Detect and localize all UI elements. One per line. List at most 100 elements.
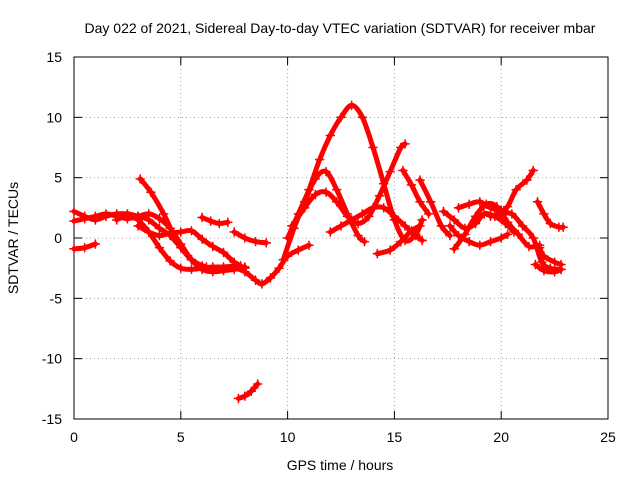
- data-point: [321, 166, 331, 177]
- data-point: [485, 236, 496, 247]
- x-tick-label: 10: [280, 429, 296, 445]
- series-line: [532, 262, 564, 275]
- data-point: [410, 230, 421, 241]
- x-tick-labels: 0 5 10 15 20 25: [70, 429, 616, 445]
- data-point: [250, 236, 261, 247]
- data-point: [398, 165, 408, 176]
- data-point: [396, 236, 406, 247]
- series-track-1: [69, 206, 314, 289]
- series-track-15: [398, 165, 434, 219]
- data-point: [154, 230, 165, 241]
- y-tick-label: -10: [42, 351, 62, 367]
- data-point: [197, 234, 207, 245]
- data-point: [342, 211, 353, 222]
- data-point: [299, 203, 310, 213]
- data-point: [532, 197, 543, 207]
- series-track-23: [530, 259, 566, 277]
- series-line: [400, 167, 432, 217]
- series-track-9: [233, 379, 263, 404]
- data-point: [556, 264, 566, 275]
- chart-title: Day 022 of 2021, Sidereal Day-to-day VTE…: [85, 20, 596, 36]
- data-point: [359, 236, 370, 247]
- data-point: [549, 257, 560, 267]
- series-group: [69, 100, 568, 404]
- data-point: [229, 257, 239, 267]
- x-tick-label: 25: [600, 429, 616, 445]
- data-point: [165, 256, 175, 266]
- y-tick-label: 15: [46, 49, 62, 65]
- data-point: [357, 209, 368, 219]
- y-tick-label: 5: [54, 170, 62, 186]
- data-point: [69, 244, 79, 254]
- x-tick-label: 20: [493, 429, 509, 445]
- data-point: [222, 217, 233, 228]
- series-line: [231, 229, 269, 246]
- y-tick-label: -5: [50, 290, 63, 306]
- y-tick-label: 10: [46, 109, 62, 125]
- data-point: [400, 221, 410, 231]
- data-point: [545, 218, 556, 229]
- y-tick-label: 0: [54, 230, 62, 246]
- series-line: [236, 381, 261, 401]
- data-point: [415, 175, 425, 185]
- data-point: [436, 221, 447, 231]
- data-point: [368, 203, 378, 213]
- data-point: [406, 180, 417, 190]
- data-point: [522, 175, 532, 185]
- data-point: [240, 263, 250, 273]
- data-point: [186, 225, 197, 236]
- data-point: [143, 227, 154, 237]
- data-point: [534, 242, 545, 253]
- data-point: [205, 216, 216, 226]
- data-point: [274, 263, 284, 273]
- data-point: [363, 211, 374, 222]
- data-point: [536, 257, 547, 267]
- series-track-24: [532, 197, 568, 232]
- data-point: [336, 112, 346, 123]
- data-point: [90, 211, 101, 222]
- data-point: [69, 216, 79, 226]
- data-point: [415, 221, 425, 231]
- data-point: [502, 229, 513, 240]
- data-point: [186, 254, 197, 265]
- data-point: [165, 228, 175, 238]
- data-point: [79, 213, 90, 224]
- y-tick-label: -15: [42, 411, 62, 427]
- data-point: [218, 247, 229, 258]
- data-point: [460, 229, 470, 240]
- data-point: [389, 211, 400, 222]
- data-point: [79, 242, 90, 253]
- data-point: [325, 130, 336, 141]
- series-track-18: [445, 221, 513, 251]
- data-point: [378, 203, 389, 213]
- data-point: [530, 259, 541, 270]
- data-point: [240, 391, 250, 401]
- data-point: [310, 189, 321, 200]
- data-point: [479, 209, 489, 219]
- data-point: [282, 233, 293, 243]
- data-point: [470, 211, 481, 222]
- data-point: [423, 209, 434, 219]
- data-point: [406, 225, 417, 236]
- data-point: [143, 209, 154, 219]
- data-point: [208, 241, 218, 252]
- data-point: [278, 254, 289, 265]
- data-point: [176, 227, 186, 237]
- x-tick-label: 5: [177, 429, 185, 445]
- series-line: [417, 177, 453, 239]
- data-point: [464, 236, 474, 247]
- data-point: [331, 197, 342, 207]
- data-point: [90, 239, 101, 249]
- x-tick-label: 0: [70, 429, 78, 445]
- data-point: [485, 211, 496, 222]
- axis-ticks: [73, 56, 609, 420]
- data-point: [449, 215, 460, 225]
- data-point: [417, 215, 427, 225]
- series-track-8: [229, 227, 272, 248]
- data-point: [240, 233, 250, 243]
- x-tick-label: 15: [387, 429, 403, 445]
- data-point: [265, 273, 276, 283]
- data-point: [539, 265, 549, 276]
- series-line: [537, 245, 564, 267]
